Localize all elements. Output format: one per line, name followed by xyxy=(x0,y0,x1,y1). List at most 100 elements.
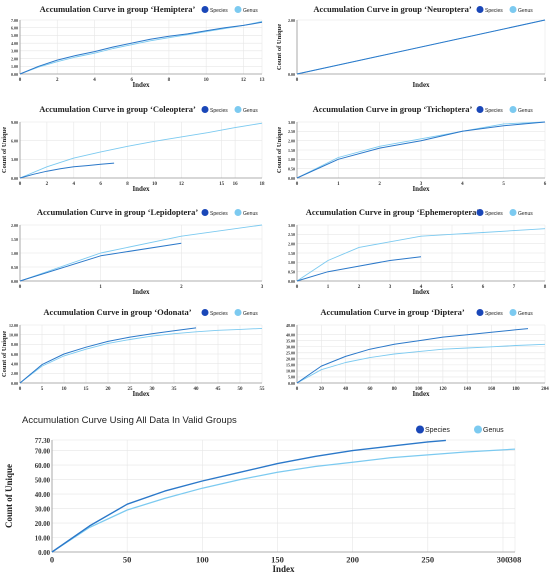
legend-label-species: Species xyxy=(210,211,228,217)
y-tick-label: 15.00 xyxy=(286,363,295,368)
y-tick-label: 1.50 xyxy=(11,237,18,242)
x-tick-label: 12 xyxy=(179,182,185,187)
legend-marker-genus xyxy=(509,209,517,216)
y-tick-label: 10.00 xyxy=(35,535,51,542)
series-line-species xyxy=(296,256,422,282)
y-tick-label: 0.00 xyxy=(288,381,295,386)
series-line-genus xyxy=(19,327,263,384)
x-tick-label: 20 xyxy=(319,387,325,392)
y-tick-label: 4.00 xyxy=(11,361,18,366)
x-tick-label: 3 xyxy=(261,285,264,290)
y-tick-label: 0.00 xyxy=(288,176,295,181)
x-tick-label: 120 xyxy=(439,387,447,392)
x-tick-label: 13 xyxy=(260,78,266,83)
y-tick-label: 6.00 xyxy=(11,352,18,357)
y-tick-label: 6.00 xyxy=(11,138,18,143)
y-tick-label: 3.00 xyxy=(288,223,295,228)
legend-label-species: Species xyxy=(210,311,228,317)
legend-label-genus: Genus xyxy=(243,108,258,114)
x-tick-label: 8 xyxy=(544,285,547,290)
series-line-genus xyxy=(51,448,516,553)
y-tick-label: 35.00 xyxy=(286,338,295,343)
series-line-genus xyxy=(19,224,263,282)
x-tick-label: 150 xyxy=(271,555,284,565)
x-tick-label: 0 xyxy=(296,78,299,83)
legend-marker-species xyxy=(201,6,209,13)
legend-marker-species xyxy=(476,6,484,13)
legend-label-genus: Genus xyxy=(518,108,533,114)
x-tick-label: 100 xyxy=(415,387,423,392)
y-tick-label: 6.00 xyxy=(11,25,18,30)
x-tick-label: 0 xyxy=(50,555,54,565)
legend-label-species: Species xyxy=(485,311,503,317)
x-tick-label: 2 xyxy=(378,182,381,187)
x-tick-label: 300 xyxy=(497,555,510,565)
y-tick-label: 1.00 xyxy=(288,157,295,162)
y-tick-label: 25.00 xyxy=(286,351,295,356)
y-tick-label: 10.00 xyxy=(9,332,18,337)
x-tick-label: 4 xyxy=(73,182,76,187)
x-tick-label: 6 xyxy=(130,78,133,83)
y-tick-label: 1.00 xyxy=(11,251,18,256)
x-tick-label: 6 xyxy=(544,182,547,187)
chart-svg: Accumulation Curve in group ‘Hemiptera’ S… xyxy=(11,4,266,89)
y-tick-label: 5.00 xyxy=(11,33,18,38)
chart-panel-5: Accumulation Curve in group ‘Ephemeropte… xyxy=(275,203,550,303)
y-tick-label: 0.00 xyxy=(11,279,18,284)
x-tick-label: 0 xyxy=(19,387,22,392)
series-line-genus xyxy=(296,121,546,179)
y-axis-label: Count of Unique xyxy=(1,331,8,377)
legend-label-species: Species xyxy=(425,427,450,434)
x-axis-label: Index xyxy=(132,390,150,398)
y-tick-label: 3.00 xyxy=(288,120,295,125)
x-tick-label: 50 xyxy=(123,555,132,565)
x-tick-label: 2 xyxy=(180,285,183,290)
x-tick-label: 35 xyxy=(172,387,178,392)
y-tick-label: 2.50 xyxy=(288,129,295,134)
series-line-species xyxy=(19,21,263,75)
x-axis-label: Index xyxy=(132,288,150,296)
y-tick-label: 2.00 xyxy=(288,241,295,246)
legend-label-genus: Genus xyxy=(483,427,504,434)
y-tick-label: 0.00 xyxy=(11,176,18,181)
chart-panel-6: Accumulation Curve in group ‘Odonata’ Spe… xyxy=(0,303,275,406)
series-line-genus xyxy=(19,122,263,179)
y-tick-label: 0.00 xyxy=(288,72,295,77)
x-tick-label: 5 xyxy=(502,182,505,187)
legend-marker-species xyxy=(476,106,484,113)
x-axis-label: Index xyxy=(412,81,430,89)
x-tick-label: 4 xyxy=(420,285,423,290)
x-tick-label: 4 xyxy=(461,182,464,187)
chart-panel-2: Accumulation Curve in group ‘Coleoptera’… xyxy=(0,100,275,203)
y-tick-label: 30.00 xyxy=(35,507,51,514)
series-line-genus xyxy=(296,343,546,384)
legend-marker-species xyxy=(201,209,209,216)
legend-label-genus: Genus xyxy=(518,8,533,14)
x-tick-label: 140 xyxy=(463,387,471,392)
legend-marker-genus xyxy=(234,6,242,13)
y-tick-label: 50.00 xyxy=(35,478,51,485)
y-tick-label: 3.00 xyxy=(11,49,18,54)
legend-marker-species xyxy=(476,209,484,216)
y-tick-label: 40.00 xyxy=(286,332,295,337)
legend-marker-genus xyxy=(234,209,242,216)
x-tick-label: 0 xyxy=(19,182,22,187)
series-line-genus xyxy=(296,228,546,282)
y-axis-label: Count of Unique xyxy=(276,127,283,173)
y-tick-label: 1.50 xyxy=(288,251,295,256)
y-tick-label: 4.00 xyxy=(11,41,18,46)
x-tick-label: 40 xyxy=(194,387,200,392)
y-tick-label: 3.00 xyxy=(11,157,18,162)
x-axis-label: Index xyxy=(412,390,430,398)
x-axis-label: Index xyxy=(132,81,150,89)
y-tick-label: 2.50 xyxy=(288,232,295,237)
x-tick-label: 0 xyxy=(296,285,299,290)
x-tick-label: 0 xyxy=(19,78,22,83)
chart-svg: Accumulation Curve in group ‘Coleoptera’… xyxy=(1,104,265,193)
x-tick-label: 0 xyxy=(296,387,299,392)
y-tick-label: 2.00 xyxy=(11,371,18,376)
x-tick-label: 5 xyxy=(451,285,454,290)
x-tick-label: 10 xyxy=(62,387,68,392)
y-axis-label: Count of Unique xyxy=(1,127,8,173)
legend-label-genus: Genus xyxy=(518,311,533,317)
